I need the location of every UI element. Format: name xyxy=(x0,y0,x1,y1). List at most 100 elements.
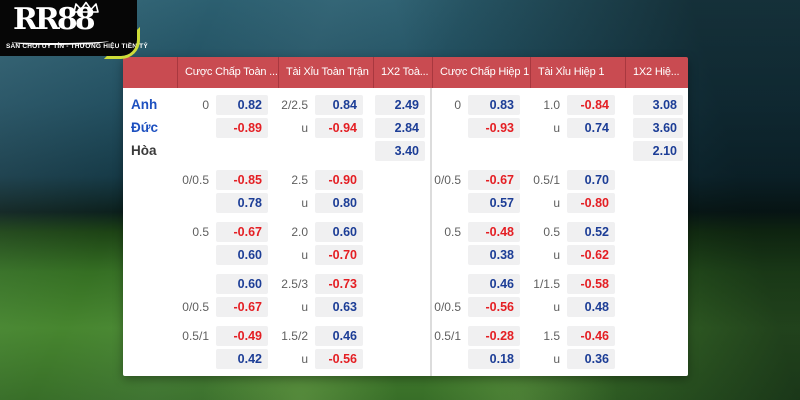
odds-button[interactable]: -0.58 xyxy=(567,274,615,294)
odds-cell-handicap-h1: 0.5/1 -0.28 xyxy=(432,325,530,347)
odds-button[interactable]: -0.56 xyxy=(315,349,363,369)
odds-cell-1x2-h1 xyxy=(625,192,688,214)
odds-button[interactable]: -0.62 xyxy=(567,245,615,265)
odds-block-2: 0/0.5 -0.85 2.5 -0.90 0/0.5 -0.67 0.5/1 0.70 0.7… xyxy=(123,169,688,214)
odds-button[interactable]: -0.67 xyxy=(468,170,520,190)
odds-cell-handicap-ft xyxy=(177,140,278,162)
handicap-label: u xyxy=(553,352,560,366)
odds-button[interactable]: -0.94 xyxy=(315,118,363,138)
logo-swash xyxy=(13,38,109,45)
odds-cell-handicap-h1: 0.57 xyxy=(432,192,530,214)
odds-cell-1x2-h1 xyxy=(625,296,688,318)
odds-button[interactable]: 3.40 xyxy=(375,141,425,161)
odds-cell-1x2-h1 xyxy=(625,348,688,370)
odds-button[interactable]: 2.84 xyxy=(375,118,425,138)
handicap-label: u xyxy=(301,196,308,210)
odds-button[interactable]: 0.63 xyxy=(315,297,363,317)
handicap-label: u xyxy=(553,121,560,135)
odds-cell-handicap-h1: 0.46 xyxy=(432,273,530,295)
odds-button[interactable]: 0.18 xyxy=(468,349,520,369)
odds-button[interactable]: 0.57 xyxy=(468,193,520,213)
handicap-label: 0.5 xyxy=(192,225,209,239)
odds-cell-1x2-h1: 2.10 xyxy=(625,140,688,162)
odds-cell-handicap-ft: 0 0.82 xyxy=(177,94,278,116)
odds-cell-handicap-h1: 0.5 -0.48 xyxy=(432,221,530,243)
handicap-label: u xyxy=(553,300,560,314)
odds-cell-1x2-h1 xyxy=(625,244,688,266)
handicap-label: 1.5 xyxy=(543,329,560,343)
odds-button[interactable]: -0.93 xyxy=(468,118,520,138)
handicap-label: u xyxy=(301,300,308,314)
odds-button[interactable]: -0.73 xyxy=(315,274,363,294)
odds-table-body: Anh 0 0.82 2/2.5 0.84 2.49 0 0.83 1.0 -0.84 3.08 Đứ… xyxy=(123,88,688,376)
rr88-logo[interactable]: RR88 SÀN CHƠI UY TÍN - THƯƠNG HIỆU TIỀN … xyxy=(0,0,148,59)
odds-button[interactable]: 0.83 xyxy=(468,95,520,115)
handicap-label: 0.5 xyxy=(444,225,461,239)
odds-button[interactable]: 0.60 xyxy=(216,245,268,265)
odds-cell-overunder-ft: 2/2.5 0.84 xyxy=(278,94,373,116)
odds-button[interactable]: 3.60 xyxy=(633,118,683,138)
handicap-label: 0/0.5 xyxy=(434,300,461,314)
odds-row: 0.42 u -0.56 0.18 u 0.36 xyxy=(123,348,688,370)
odds-button[interactable]: 0.70 xyxy=(567,170,615,190)
odds-button[interactable]: -0.28 xyxy=(468,326,520,346)
odds-button[interactable]: 0.84 xyxy=(315,95,363,115)
odds-cell-overunder-h1: 1.5 -0.46 xyxy=(530,325,625,347)
odds-row: 0.60 u -0.70 0.38 u -0.62 xyxy=(123,244,688,266)
odds-button[interactable]: 0.38 xyxy=(468,245,520,265)
odds-button[interactable]: -0.84 xyxy=(567,95,615,115)
handicap-label: 0.5/1 xyxy=(434,329,461,343)
odds-button[interactable]: -0.90 xyxy=(315,170,363,190)
handicap-label: 2.0 xyxy=(291,225,308,239)
odds-button[interactable]: 0.46 xyxy=(315,326,363,346)
odds-cell-handicap-ft: 0.5 -0.67 xyxy=(177,221,278,243)
handicap-label: u xyxy=(301,248,308,262)
odds-button[interactable]: -0.85 xyxy=(216,170,268,190)
odds-cell-1x2-h1 xyxy=(625,221,688,243)
header-1x2-fulltime: 1X2 Toà... xyxy=(373,57,430,88)
odds-cell-1x2-ft: 2.49 xyxy=(373,94,430,116)
odds-button[interactable]: -0.46 xyxy=(567,326,615,346)
odds-table: Cược Chấp Toàn ... Tài Xỉu Toàn Trận 1X2… xyxy=(123,57,688,376)
odds-button[interactable]: -0.67 xyxy=(216,222,268,242)
odds-button[interactable]: -0.80 xyxy=(567,193,615,213)
odds-button[interactable]: -0.70 xyxy=(315,245,363,265)
odds-cell-overunder-ft: u -0.56 xyxy=(278,348,373,370)
odds-button[interactable]: -0.67 xyxy=(216,297,268,317)
odds-button[interactable]: 0.52 xyxy=(567,222,615,242)
odds-button[interactable]: 0.82 xyxy=(216,95,268,115)
odds-cell-1x2-ft xyxy=(373,169,430,191)
odds-row: 0.5 -0.67 2.0 0.60 0.5 -0.48 0.5 0.52 xyxy=(123,221,688,243)
odds-cell-overunder-h1: 1.0 -0.84 xyxy=(530,94,625,116)
odds-cell-1x2-h1 xyxy=(625,273,688,295)
odds-cell-overunder-h1: u 0.48 xyxy=(530,296,625,318)
team-name: Anh xyxy=(131,97,158,112)
odds-button[interactable]: 0.36 xyxy=(567,349,615,369)
odds-button[interactable]: -0.48 xyxy=(468,222,520,242)
odds-button[interactable]: 0.48 xyxy=(567,297,615,317)
odds-button[interactable]: 0.42 xyxy=(216,349,268,369)
header-handicap-fulltime: Cược Chấp Toàn ... xyxy=(177,57,278,88)
handicap-label: 0.5/1 xyxy=(533,173,560,187)
odds-button[interactable]: 2.10 xyxy=(633,141,683,161)
odds-cell-handicap-ft: 0.42 xyxy=(177,348,278,370)
odds-cell-handicap-ft: -0.89 xyxy=(177,117,278,139)
odds-button[interactable]: 0.60 xyxy=(315,222,363,242)
odds-cell-handicap-h1: 0.18 xyxy=(432,348,530,370)
odds-button[interactable]: 0.80 xyxy=(315,193,363,213)
handicap-label: 0 xyxy=(202,98,209,112)
odds-button[interactable]: 2.49 xyxy=(375,95,425,115)
odds-button[interactable]: 0.60 xyxy=(216,274,268,294)
odds-button[interactable]: -0.56 xyxy=(468,297,520,317)
header-handicap-half1: Cược Chấp Hiệp 1 xyxy=(432,57,530,88)
handicap-label: 2.5 xyxy=(291,173,308,187)
handicap-label: 2/2.5 xyxy=(281,98,308,112)
odds-button[interactable]: 0.74 xyxy=(567,118,615,138)
odds-button[interactable]: 3.08 xyxy=(633,95,683,115)
odds-button[interactable]: -0.89 xyxy=(216,118,268,138)
odds-button[interactable]: -0.49 xyxy=(216,326,268,346)
odds-cell-overunder-h1: u 0.74 xyxy=(530,117,625,139)
odds-button[interactable]: 0.78 xyxy=(216,193,268,213)
odds-button[interactable]: 0.46 xyxy=(468,274,520,294)
logo-tagline: SÀN CHƠI UY TÍN - THƯƠNG HIỆU TIỀN TỶ xyxy=(6,43,148,50)
